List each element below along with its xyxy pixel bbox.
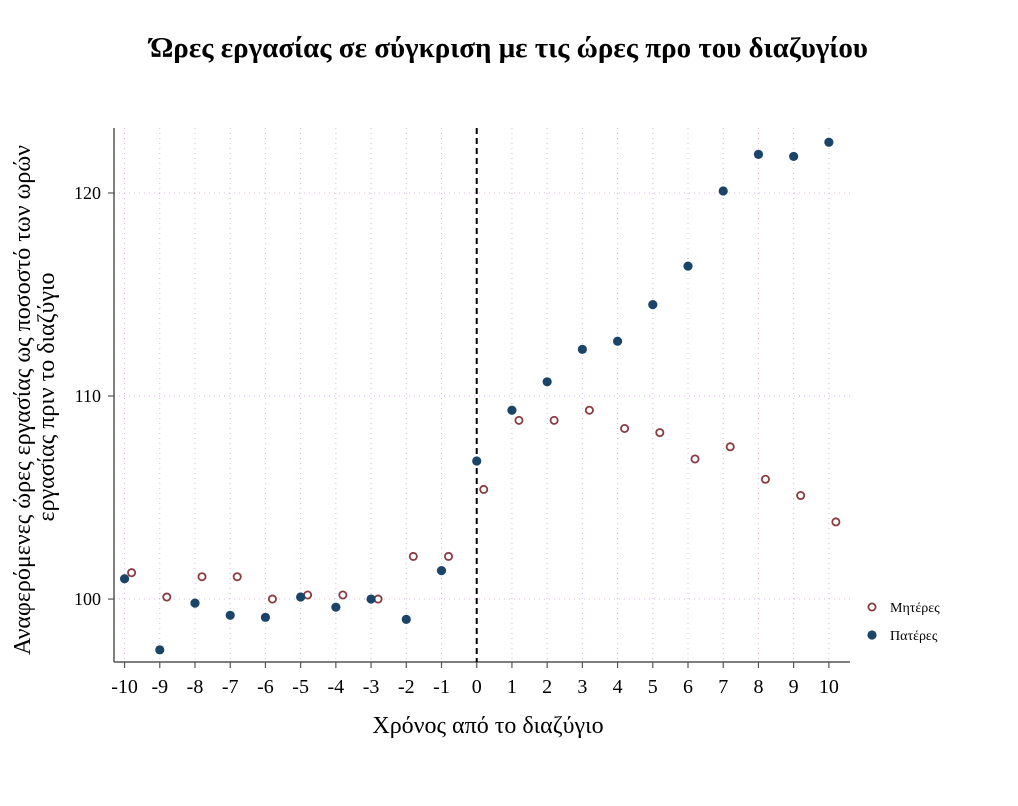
y-axis-ticks: 100 110 120 bbox=[74, 183, 114, 609]
mothers-point bbox=[479, 484, 489, 494]
x-tick-label: -1 bbox=[433, 676, 450, 698]
fathers-point bbox=[296, 592, 306, 602]
x-tick-label: 3 bbox=[577, 676, 587, 698]
mothers-point bbox=[444, 551, 454, 561]
mothers-legend-label: Μητέρες bbox=[890, 601, 940, 616]
fathers-point bbox=[436, 566, 447, 576]
mothers-point bbox=[655, 428, 665, 438]
fathers-point bbox=[472, 456, 482, 466]
x-tick-label: -4 bbox=[328, 676, 345, 698]
y-tick-label: 100 bbox=[74, 589, 101, 609]
x-tick-label: 0 bbox=[472, 676, 482, 698]
x-tick-label: -6 bbox=[257, 676, 274, 698]
x-tick-label: 4 bbox=[613, 676, 623, 698]
mothers-point bbox=[197, 572, 207, 582]
x-tick-label: -10 bbox=[111, 676, 138, 698]
mothers-point bbox=[760, 474, 770, 484]
x-tick-label: 5 bbox=[648, 676, 658, 698]
fathers-point bbox=[824, 137, 834, 147]
x-tick-label: -3 bbox=[363, 676, 380, 698]
fathers-point bbox=[401, 614, 411, 624]
x-tick-label: 1 bbox=[507, 676, 517, 698]
mothers-point bbox=[549, 415, 559, 425]
x-tick-label: -7 bbox=[222, 676, 239, 698]
x-tick-label: 6 bbox=[683, 676, 693, 698]
mothers-point bbox=[514, 415, 524, 425]
mothers-point bbox=[584, 405, 594, 415]
fathers-legend-label: Πατέρες bbox=[890, 629, 938, 644]
fathers-point bbox=[366, 594, 376, 604]
y-axis-title: Αναφερόμενες ώρες εργασίας ως ποσοστό τω… bbox=[10, 139, 60, 655]
mothers-legend-marker bbox=[867, 602, 877, 612]
data-points bbox=[119, 137, 841, 655]
x-tick-label: 10 bbox=[819, 676, 839, 698]
x-tick-label: 8 bbox=[753, 676, 763, 698]
mothers-point bbox=[267, 594, 277, 604]
fathers-point bbox=[648, 300, 658, 310]
y-tick-label: 110 bbox=[75, 386, 101, 406]
x-tick-label: 7 bbox=[718, 676, 728, 698]
y-axis-title-line-2: εργασίας πριν το διαζύγιο bbox=[34, 273, 60, 522]
x-tick-label: 9 bbox=[789, 676, 799, 698]
fathers-point bbox=[718, 186, 728, 196]
fathers-point bbox=[225, 610, 235, 620]
fathers-point bbox=[260, 612, 271, 622]
fathers-point bbox=[577, 344, 587, 354]
fathers-point bbox=[683, 261, 693, 271]
fathers-point bbox=[542, 377, 552, 387]
x-tick-label: -2 bbox=[398, 676, 415, 698]
x-tick-label: -9 bbox=[151, 676, 168, 698]
fathers-point bbox=[119, 574, 130, 584]
fathers-point bbox=[507, 405, 517, 415]
mothers-point bbox=[831, 517, 841, 527]
fathers-point bbox=[155, 645, 165, 655]
grid bbox=[114, 128, 850, 662]
legend: Μητέρες Πατέρες bbox=[867, 601, 940, 644]
mothers-point bbox=[408, 551, 418, 561]
mothers-point bbox=[232, 572, 242, 582]
y-tick-label: 120 bbox=[74, 183, 101, 203]
fathers-legend-marker bbox=[867, 630, 877, 640]
mothers-point bbox=[690, 454, 700, 464]
mothers-point bbox=[796, 491, 806, 501]
mothers-point bbox=[127, 568, 137, 578]
fathers-point bbox=[612, 336, 623, 346]
fathers-point bbox=[331, 602, 341, 612]
x-axis-title: Χρόνος από το διαζύγιο bbox=[372, 713, 603, 739]
x-tick-label: -5 bbox=[292, 676, 309, 698]
chart-title: Ώρες εργασίας σε σύγκριση με τις ώρες πρ… bbox=[150, 32, 868, 64]
mothers-point bbox=[162, 592, 172, 602]
fathers-point bbox=[190, 598, 200, 608]
x-tick-label: 2 bbox=[542, 676, 552, 698]
mothers-point bbox=[620, 424, 630, 434]
mothers-point bbox=[338, 590, 348, 600]
fathers-point bbox=[789, 151, 799, 162]
y-axis-title-line-1: Αναφερόμενες ώρες εργασίας ως ποσοστό τω… bbox=[10, 145, 36, 655]
x-axis-ticks: -10 -9 -8 -7 -6 -5 -4 -3 -2 -1 0 1 2 3 4 5 6 7 8 9 10 bbox=[111, 662, 839, 698]
fathers-point bbox=[753, 149, 764, 159]
mothers-point bbox=[725, 442, 735, 452]
x-tick-label: -8 bbox=[187, 676, 204, 698]
